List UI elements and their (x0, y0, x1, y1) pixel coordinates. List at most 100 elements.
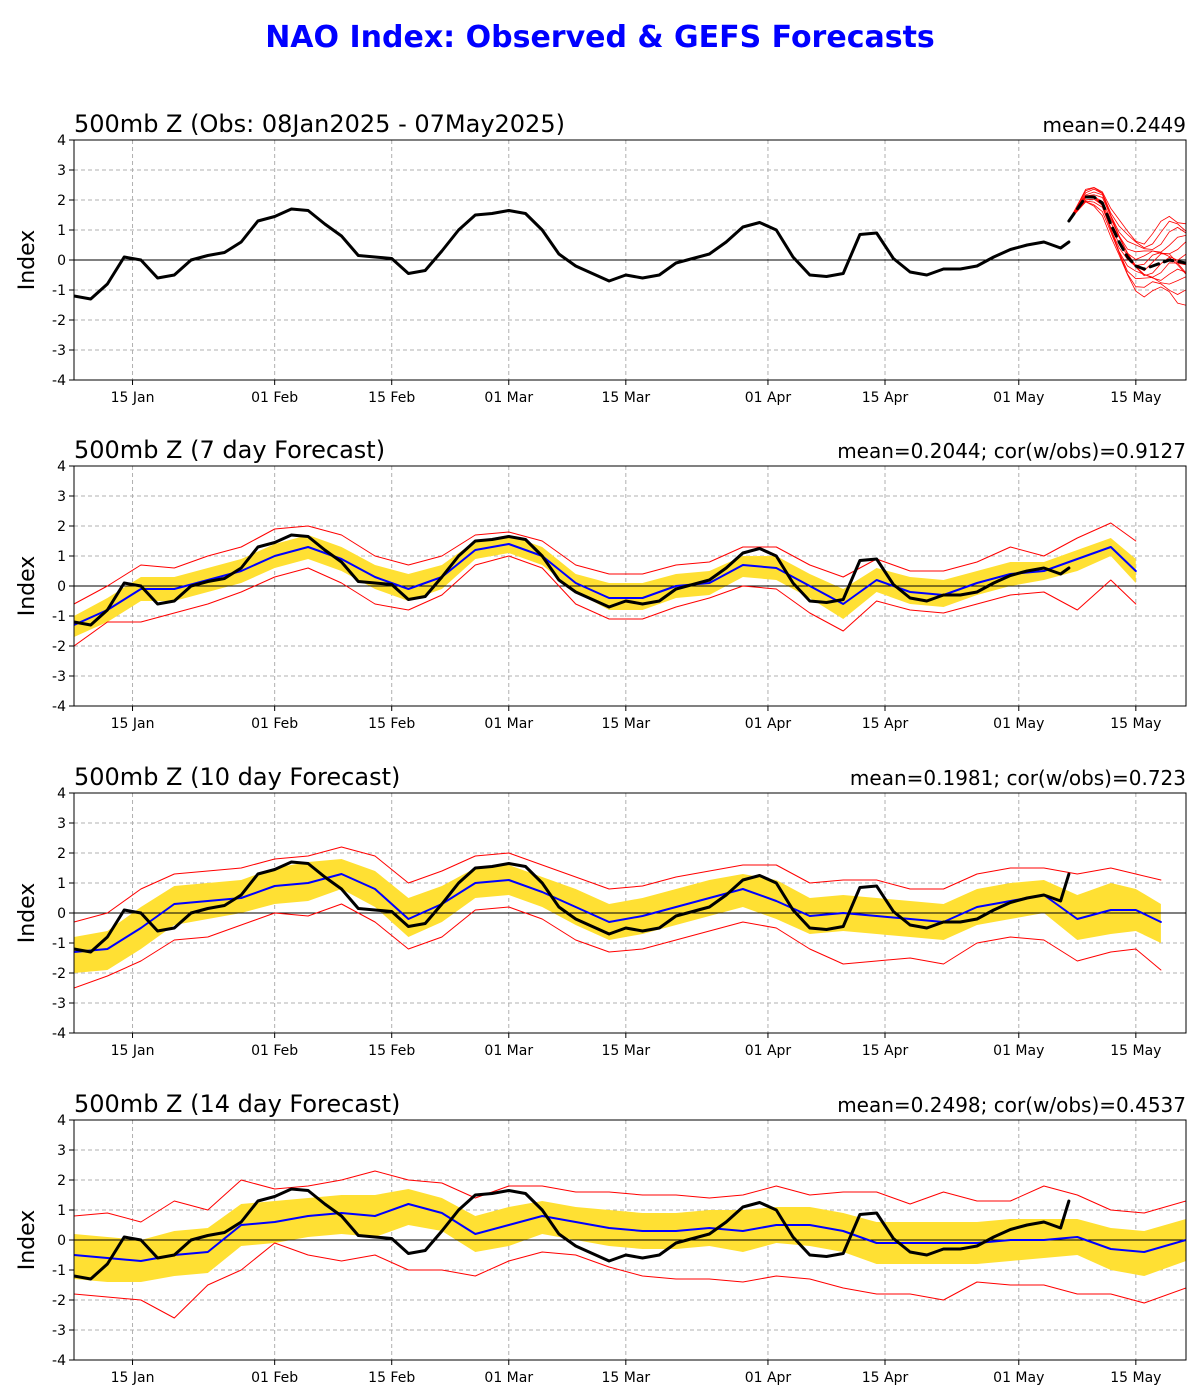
spread-band (74, 859, 1161, 973)
y-tick-label: -2 (52, 1293, 66, 1309)
y-tick-label: 1 (57, 549, 66, 565)
forecast-member-line (1068, 187, 1186, 249)
y-tick-label: 1 (57, 876, 66, 892)
member-lower-line (74, 1242, 1186, 1319)
ensemble-mean-line (74, 543, 1137, 626)
x-tick-label: 15 Feb (368, 1370, 415, 1386)
x-tick-label: 15 Feb (368, 1043, 415, 1059)
x-tick-label: 01 May (993, 1370, 1044, 1386)
x-tick-label: 15 Apr (862, 716, 909, 732)
x-tick-label: 15 Jan (111, 1043, 155, 1059)
panel-frame (73, 792, 1187, 1034)
x-tick-label: 15 Apr (862, 1370, 909, 1386)
x-tick-label: 15 May (1110, 390, 1161, 406)
observed-line (74, 533, 1071, 627)
x-tick-label: 15 Jan (111, 390, 155, 406)
panel-title: 500mb Z (7 day Forecast) (74, 436, 385, 464)
y-tick-label: 2 (57, 846, 66, 862)
observed-line (74, 1187, 1071, 1281)
x-tick-label: 15 Jan (111, 1370, 155, 1386)
y-tick-label: -4 (52, 699, 66, 715)
member-upper-line (74, 1170, 1186, 1223)
x-tick-label: 01 Feb (251, 1043, 298, 1059)
y-tick-label: -4 (52, 373, 66, 389)
panel-4: 500mb Z (14 day Forecast) mean=0.2498; co… (15, 1090, 1187, 1386)
x-tick-label: 01 Feb (251, 1370, 298, 1386)
panel-stat: mean=0.1981; cor(w/obs)=0.723 (850, 766, 1186, 790)
panel-3: 500mb Z (10 day Forecast) mean=0.1981; co… (15, 763, 1187, 1059)
observed-line (74, 860, 1071, 954)
panel-title: 500mb Z (10 day Forecast) (74, 763, 400, 791)
page-title: NAO Index: Observed & GEFS Forecasts (265, 20, 935, 55)
y-tick-label: 0 (57, 579, 66, 595)
panel-stat: mean=0.2044; cor(w/obs)=0.9127 (837, 439, 1186, 463)
y-tick-label: -1 (52, 609, 66, 625)
y-tick-label: -1 (52, 936, 66, 952)
forecast-member-line (1068, 186, 1186, 245)
x-tick-label: 01 Apr (745, 716, 792, 732)
panel-frame (73, 465, 1187, 707)
x-tick-label: 15 Apr (862, 1043, 909, 1059)
x-tick-label: 15 Mar (601, 1370, 650, 1386)
y-tick-label: -4 (52, 1026, 66, 1042)
spread-band (74, 1189, 1186, 1282)
y-tick-label: -2 (52, 966, 66, 982)
panel-title: 500mb Z (14 day Forecast) (74, 1090, 400, 1118)
y-axis-label: Index (15, 883, 40, 944)
forecast-member-line (1068, 191, 1186, 253)
forecast-member-line (1068, 198, 1186, 281)
x-tick-label: 01 Apr (745, 1043, 792, 1059)
x-tick-label: 01 May (993, 716, 1044, 732)
y-tick-label: -2 (52, 313, 66, 329)
plot-area (74, 1170, 1186, 1319)
x-tick-label: 15 Mar (601, 1043, 650, 1059)
y-tick-label: 3 (57, 816, 66, 832)
x-tick-label: 01 Apr (745, 390, 792, 406)
x-tick-label: 15 Jan (111, 716, 155, 732)
y-tick-label: 4 (57, 133, 66, 149)
y-tick-label: 3 (57, 489, 66, 505)
forecast-member-line (1068, 194, 1186, 260)
x-tick-label: 15 May (1110, 716, 1161, 732)
y-tick-label: 2 (57, 519, 66, 535)
y-tick-label: 1 (57, 1203, 66, 1219)
y-tick-label: 0 (57, 906, 66, 922)
y-axis-label: Index (15, 230, 40, 291)
y-tick-label: 2 (57, 1173, 66, 1189)
member-upper-line (74, 522, 1137, 605)
member-lower-line (74, 903, 1162, 989)
x-tick-label: 01 Apr (745, 1370, 792, 1386)
plot-area (74, 186, 1186, 306)
forecast-member-line (1068, 200, 1186, 285)
ensemble-mean-line (74, 873, 1162, 953)
x-tick-label: 15 Feb (368, 390, 415, 406)
panel-title: 500mb Z (Obs: 08Jan2025 - 07May2025) (74, 110, 565, 138)
y-tick-label: 1 (57, 223, 66, 239)
y-tick-label: 3 (57, 163, 66, 179)
x-tick-label: 15 Mar (601, 390, 650, 406)
x-tick-label: 01 May (993, 390, 1044, 406)
x-tick-label: 01 Mar (484, 1043, 533, 1059)
y-tick-label: 2 (57, 193, 66, 209)
forecast-mean-line (1067, 195, 1186, 271)
panel-frame (73, 139, 1187, 381)
plot-area (74, 522, 1186, 647)
y-tick-label: -2 (52, 639, 66, 655)
y-tick-label: 4 (57, 1113, 66, 1129)
plot-area (74, 846, 1186, 989)
x-tick-label: 15 Apr (862, 390, 909, 406)
y-axis-label: Index (15, 1210, 40, 1271)
forecast-member-line (1068, 201, 1186, 295)
panel-frame (73, 1119, 1187, 1361)
y-tick-label: -3 (52, 343, 66, 359)
panel-stat: mean=0.2449 (1043, 113, 1186, 137)
x-tick-label: 01 Mar (484, 390, 533, 406)
y-tick-label: -3 (52, 669, 66, 685)
x-tick-label: 01 Feb (251, 716, 298, 732)
x-tick-label: 01 Mar (484, 1370, 533, 1386)
y-tick-label: -1 (52, 1263, 66, 1279)
y-tick-label: -3 (52, 1323, 66, 1339)
y-tick-label: -4 (52, 1353, 66, 1369)
x-tick-label: 15 May (1110, 1370, 1161, 1386)
